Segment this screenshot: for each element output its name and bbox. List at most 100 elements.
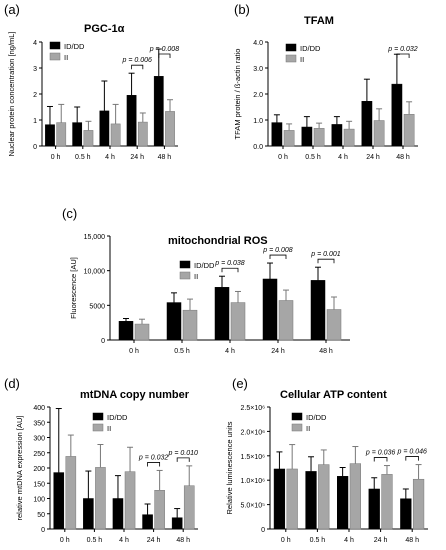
significance-bracket (147, 462, 161, 467)
y-tick-label: 1.5×10⁶ (241, 454, 266, 461)
bar-iddd-1 (305, 471, 317, 530)
bar-iddd-2 (214, 287, 230, 341)
significance-label: p = 0.008 (149, 46, 179, 53)
x-tick-label: 4 h (119, 537, 129, 544)
chart-panel-1: (a) PGC-1α 0 1 2 3 4 Nuclear protein concentrat… (4, 2, 179, 161)
bar-iddd-0 (45, 124, 55, 147)
bar-ii-4 (326, 309, 342, 341)
legend-label: ID/DD (194, 261, 215, 270)
y-tick-label: 2.0×10⁶ (241, 429, 266, 436)
x-tick-label: 48 h (176, 537, 190, 544)
significance-label: p = 0.036 (365, 450, 395, 457)
bar-iddd-1 (301, 126, 313, 147)
bar-iddd-2 (112, 498, 124, 530)
x-tick-label: 24 h (271, 348, 285, 355)
bar-ii-1 (182, 309, 198, 341)
chart-title: mitochondrial ROS (168, 235, 268, 247)
bar-iddd-1 (166, 302, 182, 341)
bar-iddd-3 (368, 488, 380, 530)
significance-label: p = 0.001 (310, 251, 340, 258)
x-tick-label: 24 h (366, 154, 380, 161)
x-tick-label: 0 h (281, 537, 291, 544)
x-tick-label: 4 h (344, 537, 354, 544)
bar-ii-0 (283, 130, 295, 147)
chart-panel-5: (e) Cellular ATP content 0 5.0×10⁵ 1.0×10⁶ 1.… (225, 376, 428, 544)
bar-ii-0 (56, 122, 67, 147)
chart-title: TFAM (304, 15, 334, 27)
significance-label: p = 0.010 (168, 450, 198, 457)
y-tick-label: 5000 (89, 303, 105, 310)
y-tick-label: 1 (33, 118, 37, 125)
y-axis-label: Nuclear protein concentration [ng/mL] (7, 31, 16, 156)
significance-bracket (317, 258, 335, 264)
bar-ii-2 (343, 128, 355, 147)
bar-ii-3 (373, 120, 385, 147)
bar-ii-1 (83, 130, 94, 147)
legend-swatch-iddd (92, 412, 104, 421)
bar-iddd-0 (118, 321, 134, 341)
bar-ii-3 (137, 121, 148, 147)
legend-label: II (64, 53, 68, 62)
y-tick-label: 0 (41, 527, 45, 534)
chart-panel-4: (d) mtDNA copy number 0 50 100 150 200 250 300 35… (4, 376, 198, 544)
bar-iddd-0 (53, 472, 65, 530)
bar-ii-4 (165, 111, 175, 147)
legend-swatch-iddd (285, 43, 297, 52)
bar-iddd-4 (171, 517, 183, 530)
x-tick-label: 48 h (396, 154, 410, 161)
bar-ii-1 (95, 467, 106, 530)
bar-iddd-0 (271, 122, 283, 147)
significance-label: p = 0.032 (387, 46, 417, 53)
bar-ii-2 (110, 123, 121, 147)
y-axis-label: Relative luminescence units (225, 421, 234, 514)
bar-iddd-4 (400, 498, 412, 530)
bar-ii-1 (318, 464, 330, 530)
chart-title: PGC-1α (84, 23, 125, 35)
legend-swatch-ii (92, 423, 104, 432)
y-tick-label: 2.5×10⁶ (241, 405, 266, 412)
legend-swatch-ii (291, 423, 303, 432)
x-tick-label: 0 h (278, 154, 288, 161)
legend-swatch-iddd (179, 260, 191, 269)
bar-iddd-3 (126, 95, 137, 147)
bar-iddd-3 (142, 514, 153, 530)
x-tick-label: 4 h (338, 154, 348, 161)
y-tick-label: 0 (261, 527, 265, 534)
y-tick-label: 10,000 (84, 269, 106, 276)
bar-iddd-1 (83, 498, 94, 530)
bar-iddd-4 (310, 280, 326, 341)
significance-bracket (131, 64, 144, 70)
legend-swatch-iddd (291, 412, 303, 421)
y-tick-label: 200 (33, 466, 45, 473)
x-tick-label: 0.5 h (174, 348, 190, 355)
legend-label: ID/DD (306, 413, 327, 422)
significance-label: p = 0.006 (122, 57, 152, 64)
legend-swatch-ii (285, 54, 297, 63)
legend-swatch-ii (179, 271, 191, 280)
y-tick-label: 3 (33, 66, 37, 73)
significance-bracket (405, 456, 419, 461)
y-tick-label: 1.0 (253, 118, 263, 125)
bar-ii-0 (134, 323, 150, 341)
panel-label: (d) (4, 376, 20, 391)
significance-label: p = 0.046 (397, 449, 427, 456)
y-tick-label: 0.0 (253, 144, 263, 151)
significance-label: p = 0.008 (262, 247, 292, 254)
significance-bracket (396, 53, 410, 58)
bar-iddd-4 (153, 76, 164, 147)
bar-ii-2 (230, 302, 246, 341)
y-tick-label: 300 (33, 436, 45, 443)
x-tick-label: 4 h (105, 154, 115, 161)
y-tick-label: 0 (33, 144, 37, 151)
significance-bracket (373, 457, 388, 462)
y-tick-label: 4 (33, 40, 37, 47)
significance-bracket (269, 254, 287, 260)
x-tick-label: 48 h (319, 348, 333, 355)
y-tick-label: 1.0×10⁶ (241, 478, 266, 485)
y-axis-label: relative mtDNA expression [AU] (15, 415, 24, 520)
chart-panel-2: (b) TFAM 0.0 1.0 2.0 3.0 4.0 TFAM protein / ß-a… (233, 2, 418, 161)
chart-title: mtDNA copy number (80, 389, 190, 401)
legend-label: II (300, 55, 304, 64)
significance-bracket (176, 457, 190, 462)
